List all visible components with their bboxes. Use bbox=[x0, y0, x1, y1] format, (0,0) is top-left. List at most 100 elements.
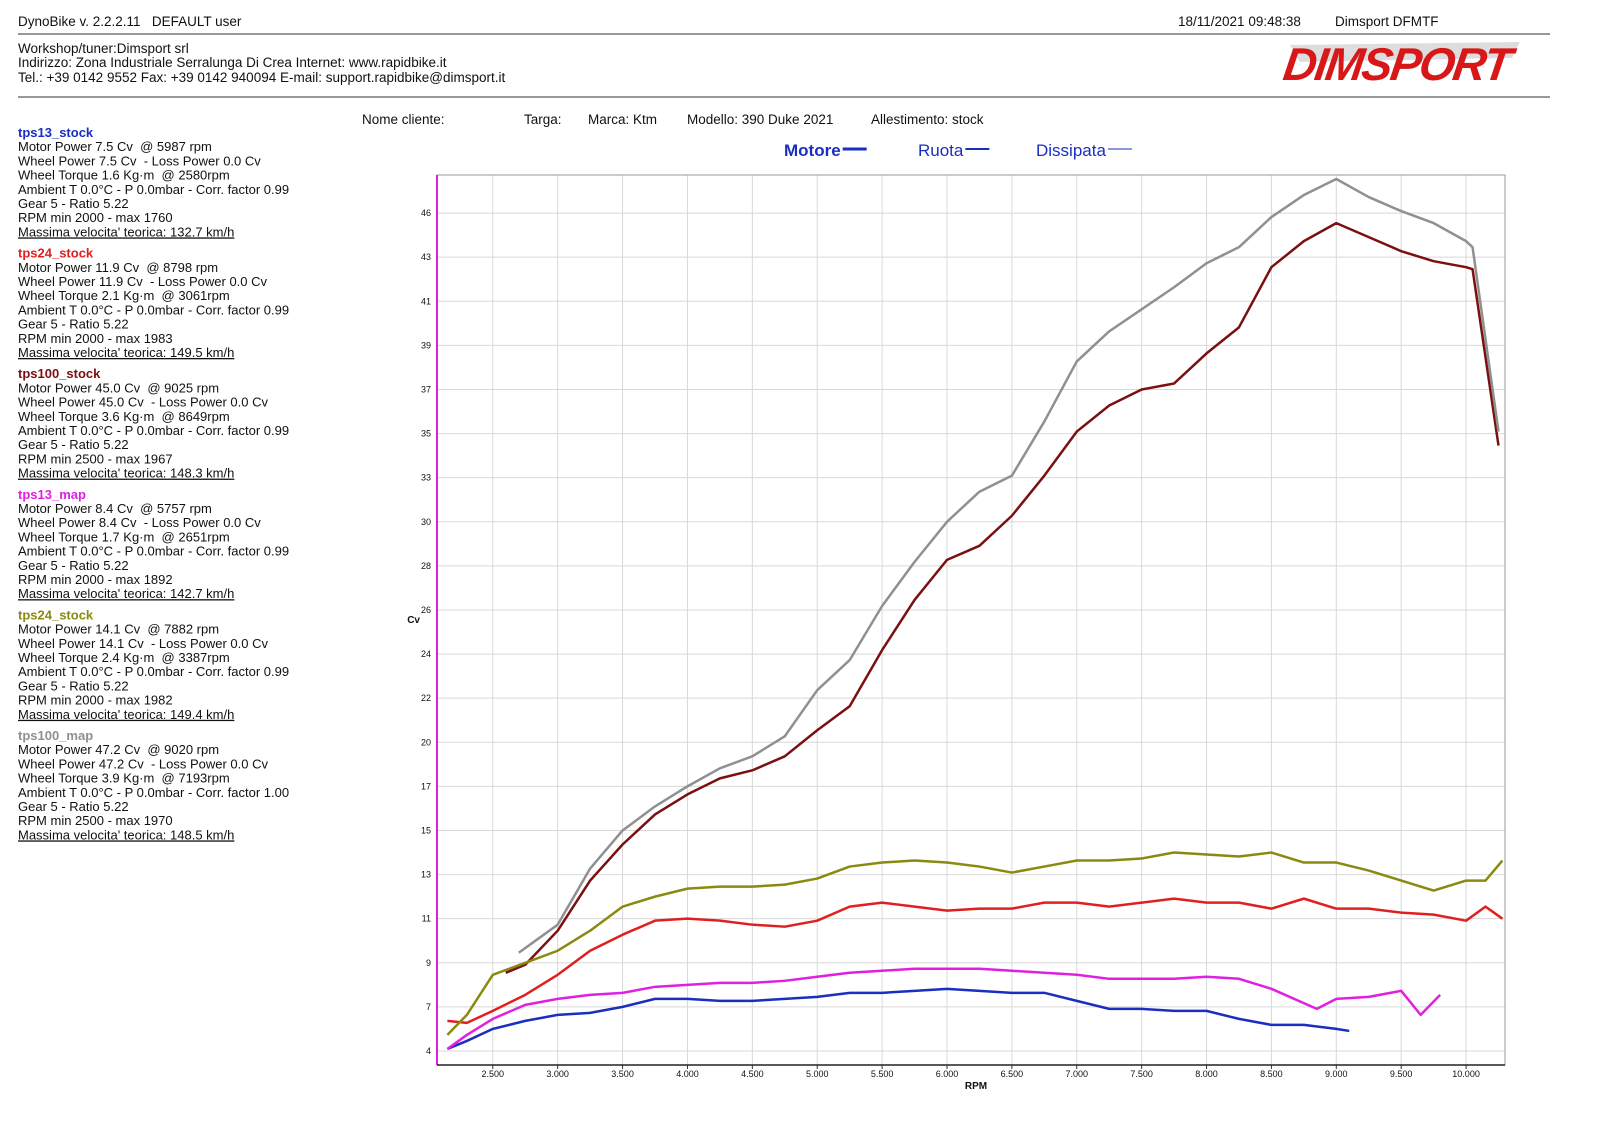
x-tick-label: 3.000 bbox=[546, 1069, 569, 1079]
x-tick-label: 4.000 bbox=[676, 1069, 699, 1079]
run-detail: Gear 5 - Ratio 5.22 bbox=[18, 799, 129, 814]
brand: Marca: Ktm bbox=[588, 112, 657, 127]
plate: Targa: bbox=[524, 112, 562, 127]
x-tick-label: 4.500 bbox=[741, 1069, 764, 1079]
run-detail: Massima velocita' teorica: 149.4 km/h bbox=[18, 707, 234, 722]
y-tick-label: 37 bbox=[421, 384, 431, 394]
run-detail: Gear 5 - Ratio 5.22 bbox=[18, 678, 129, 693]
run-detail: Wheel Power 14.1 Cv - Loss Power 0.0 Cv bbox=[18, 636, 268, 651]
run-detail: Wheel Power 8.4 Cv - Loss Power 0.0 Cv bbox=[18, 515, 261, 530]
y-tick-label: 35 bbox=[421, 429, 431, 439]
logo: DIMSPORT bbox=[1280, 38, 1520, 90]
series-line bbox=[446, 851, 1504, 1036]
plot: 2.500 3.000 3.500 4.000 4.500 5.000 5.500 6.000… bbox=[407, 174, 1506, 1092]
run-detail: Motor Power 8.4 Cv @ 5757 rpm bbox=[18, 501, 212, 516]
run-detail: Wheel Torque 1.6 Kg·m @ 2580rpm bbox=[18, 168, 230, 183]
run-detail: Ambient T 0.0°C - P 0.0mbar - Corr. fact… bbox=[18, 664, 289, 679]
y-tick-label: 22 bbox=[421, 693, 431, 703]
run-detail: Gear 5 - Ratio 5.22 bbox=[18, 437, 129, 452]
legend-label: Ruota bbox=[918, 141, 964, 160]
run-detail: Gear 5 - Ratio 5.22 bbox=[18, 196, 129, 211]
series-line bbox=[518, 177, 1500, 954]
y-tick-label: 17 bbox=[421, 781, 431, 791]
x-tick-label: 5.000 bbox=[806, 1069, 829, 1079]
y-tick-label: 33 bbox=[421, 473, 431, 483]
y-tick-label: 20 bbox=[421, 737, 431, 747]
x-axis-label: RPM bbox=[965, 1081, 987, 1092]
x-tick-label: 8.500 bbox=[1260, 1069, 1283, 1079]
station: Dimsport DFMTF bbox=[1335, 14, 1439, 29]
run-detail: Wheel Torque 1.7 Kg·m @ 2651rpm bbox=[18, 529, 230, 544]
x-tick-label: 2.500 bbox=[482, 1069, 505, 1079]
y-tick-label: 15 bbox=[421, 825, 431, 835]
run-detail: RPM min 2500 - max 1967 bbox=[18, 451, 173, 466]
run-name: tps100_stock bbox=[18, 366, 101, 381]
legend-label: Motore bbox=[784, 141, 841, 160]
y-tick-label: 28 bbox=[421, 561, 431, 571]
y-tick-label: 46 bbox=[421, 208, 431, 218]
run-detail: Massima velocita' teorica: 132.7 km/h bbox=[18, 224, 234, 239]
run-detail: Ambient T 0.0°C - P 0.0mbar - Corr. fact… bbox=[18, 785, 289, 800]
app-title: DynoBike v. 2.2.2.11 DEFAULT user bbox=[18, 14, 242, 29]
workshop-line: Tel.: +39 0142 9552 Fax: +39 0142 940094… bbox=[18, 70, 506, 85]
run-name: tps24_stock bbox=[18, 246, 94, 261]
run-detail: Massima velocita' teorica: 148.5 km/h bbox=[18, 827, 234, 842]
run-detail: RPM min 2500 - max 1970 bbox=[18, 813, 173, 828]
run-name: tps24_stock bbox=[18, 607, 94, 622]
run-detail: Motor Power 45.0 Cv @ 9025 rpm bbox=[18, 380, 219, 395]
run-detail: RPM min 2000 - max 1983 bbox=[18, 331, 173, 346]
x-tick-label: 9.000 bbox=[1325, 1069, 1348, 1079]
run-detail: Wheel Power 11.9 Cv - Loss Power 0.0 Cv bbox=[18, 274, 268, 289]
datetime: 18/11/2021 09:48:38 bbox=[1178, 14, 1301, 29]
run-detail: Wheel Torque 2.1 Kg·m @ 3061rpm bbox=[18, 288, 230, 303]
workshop-line: Workshop/tuner:Dimsport srl bbox=[18, 41, 189, 56]
run-detail: Massima velocita' teorica: 148.3 km/h bbox=[18, 466, 234, 481]
y-tick-label: 26 bbox=[421, 605, 431, 615]
y-tick-label: 7 bbox=[426, 1002, 431, 1012]
y-tick-label: 24 bbox=[421, 649, 431, 659]
y-tick-label: 43 bbox=[421, 252, 431, 262]
line-legend: Motore Ruota Dissipata bbox=[784, 141, 1132, 160]
customer: Nome cliente: bbox=[362, 112, 445, 127]
run-detail: Wheel Power 47.2 Cv - Loss Power 0.0 Cv bbox=[18, 756, 268, 771]
run-detail: RPM min 2000 - max 1892 bbox=[18, 572, 173, 587]
x-tick-label: 7.500 bbox=[1130, 1069, 1153, 1079]
run-detail: Wheel Torque 3.6 Kg·m @ 8649rpm bbox=[18, 409, 230, 424]
run-detail: Ambient T 0.0°C - P 0.0mbar - Corr. fact… bbox=[18, 182, 289, 197]
run-detail: Wheel Power 7.5 Cv - Loss Power 0.0 Cv bbox=[18, 153, 261, 168]
plot-frame bbox=[436, 174, 1506, 1066]
run-detail: Motor Power 7.5 Cv @ 5987 rpm bbox=[18, 139, 212, 154]
x-tick-label: 6.500 bbox=[1001, 1069, 1024, 1079]
run-detail: Massima velocita' teorica: 149.5 km/h bbox=[18, 345, 234, 360]
y-tick-label: 41 bbox=[421, 296, 431, 306]
run-detail: Ambient T 0.0°C - P 0.0mbar - Corr. fact… bbox=[18, 544, 289, 559]
series-line bbox=[446, 987, 1350, 1051]
x-tick-label: 10.000 bbox=[1452, 1069, 1480, 1079]
x-tick-label: 9.500 bbox=[1390, 1069, 1413, 1079]
y-tick-label: 13 bbox=[421, 870, 431, 880]
x-tick-label: 7.000 bbox=[1065, 1069, 1088, 1079]
run-detail: Gear 5 - Ratio 5.22 bbox=[18, 558, 129, 573]
model: Modello: 390 Duke 2021 bbox=[687, 112, 833, 127]
run-detail: RPM min 2000 - max 1982 bbox=[18, 693, 173, 708]
series-line bbox=[446, 967, 1442, 1050]
y-tick-label: 9 bbox=[426, 958, 431, 968]
run-name: tps13_stock bbox=[18, 125, 94, 140]
run-detail: Ambient T 0.0°C - P 0.0mbar - Corr. fact… bbox=[18, 302, 289, 317]
run-name: tps100_map bbox=[18, 728, 93, 743]
run-name: tps13_map bbox=[18, 487, 86, 502]
run-detail: Wheel Torque 2.4 Kg·m @ 3387rpm bbox=[18, 650, 230, 665]
series-line bbox=[447, 897, 1504, 1025]
run-detail: Motor Power 14.1 Cv @ 7882 rpm bbox=[18, 622, 219, 637]
run-detail: Wheel Torque 3.9 Kg·m @ 7193rpm bbox=[18, 771, 230, 786]
run-detail: Massima velocita' teorica: 142.7 km/h bbox=[18, 586, 234, 601]
x-tick-label: 5.500 bbox=[871, 1069, 894, 1079]
logo-text: DIMSPORT bbox=[1280, 38, 1519, 90]
run-detail: Motor Power 47.2 Cv @ 9020 rpm bbox=[18, 742, 219, 757]
run-detail: Wheel Power 45.0 Cv - Loss Power 0.0 Cv bbox=[18, 395, 268, 410]
y-tick-label: 30 bbox=[421, 517, 431, 527]
run-detail: Gear 5 - Ratio 5.22 bbox=[18, 317, 129, 332]
y-axis-label: Cv bbox=[407, 615, 420, 626]
